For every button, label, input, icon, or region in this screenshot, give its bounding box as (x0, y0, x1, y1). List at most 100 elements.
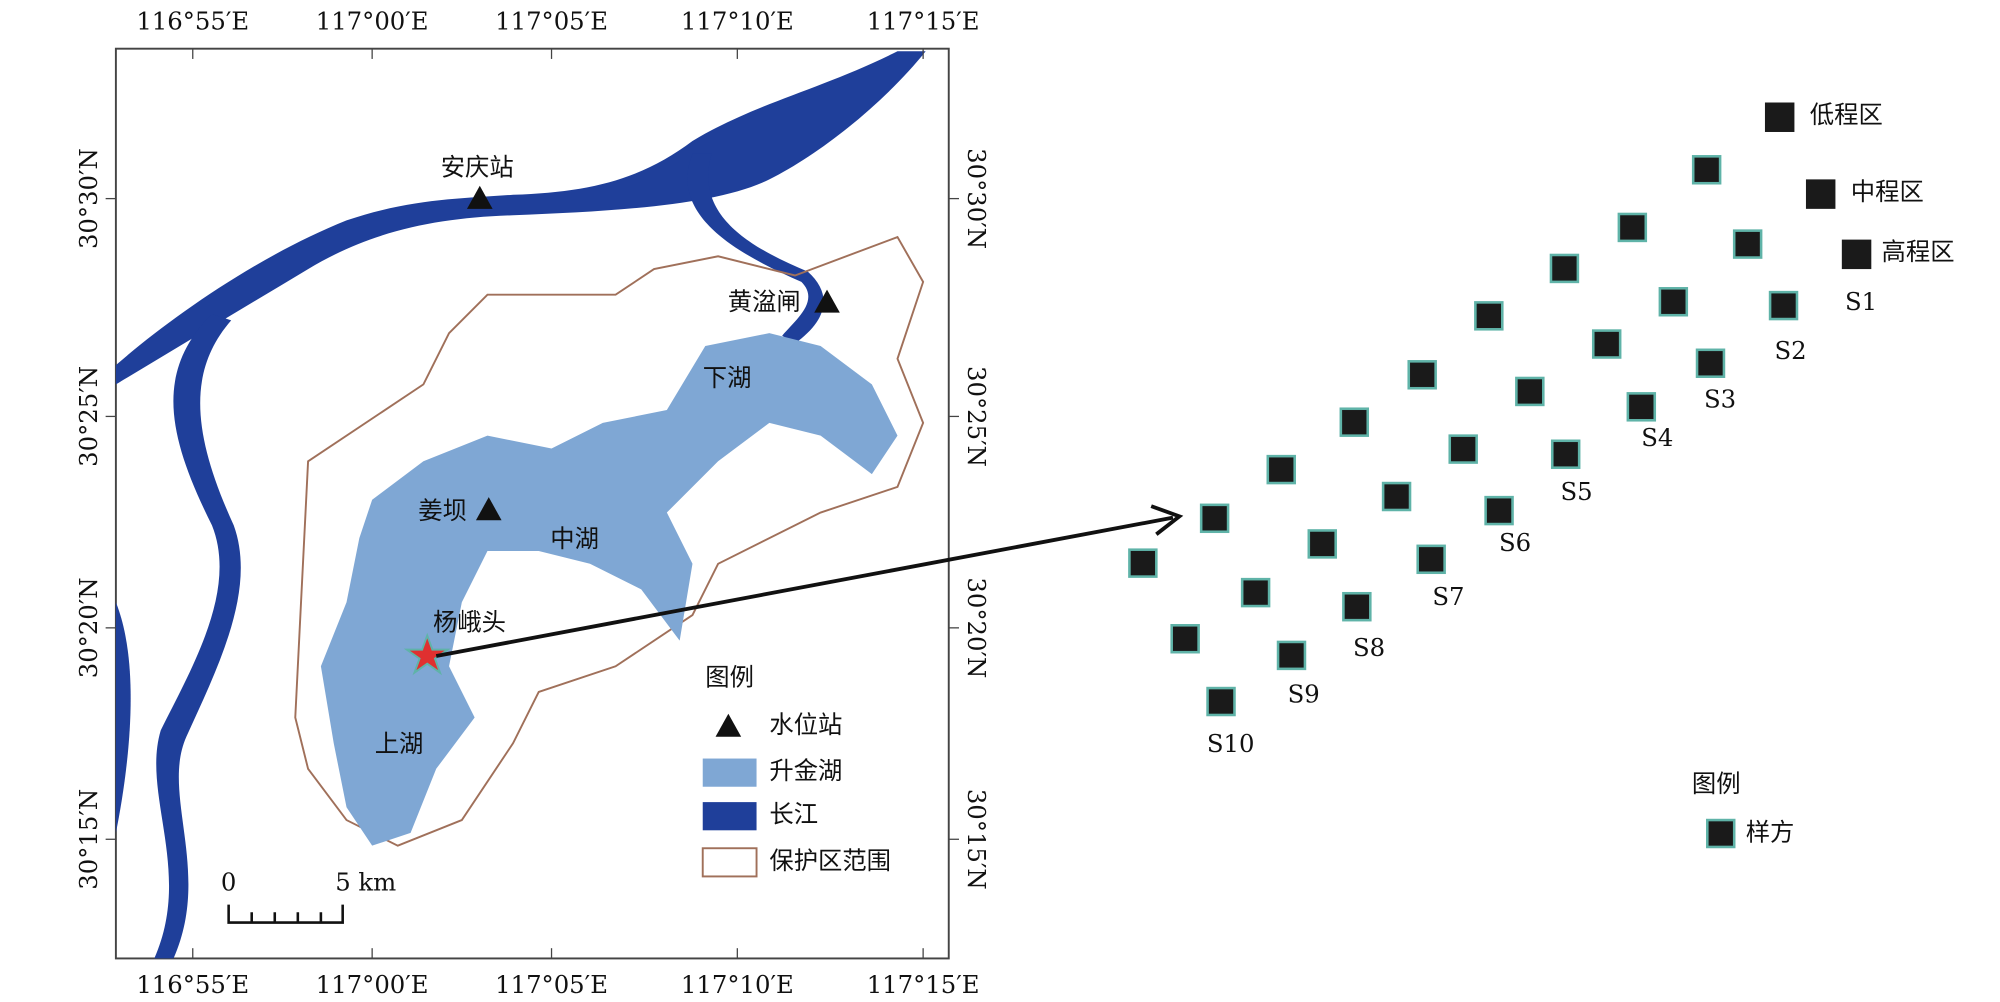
sample-label: S4 (1641, 423, 1673, 452)
lat-label: 30°15′N (74, 789, 103, 890)
lon-label: 117°05′E (495, 7, 608, 36)
sample-plot (1276, 640, 1307, 671)
sample-label: S9 (1288, 679, 1320, 708)
legend-label: 水位站 (769, 710, 842, 739)
place-label: 中湖 (550, 524, 599, 553)
sample-label: S2 (1775, 336, 1807, 365)
map: 安庆站 黄湓闸 下湖 姜坝 中湖 杨峨头 上湖 图例 水位站 升金湖 长江 保护… (114, 47, 950, 960)
sample-plot (1732, 229, 1763, 259)
sample-plot (1206, 686, 1236, 717)
lon-label: 117°05′E (495, 970, 608, 999)
sample-plot (1448, 434, 1478, 464)
sample-label: S8 (1353, 633, 1385, 662)
sample-label: S3 (1704, 385, 1736, 414)
legend-label: 样方 (1746, 818, 1795, 847)
sample-plot (1416, 544, 1446, 575)
sample-label: S6 (1499, 528, 1531, 557)
sample-plot (1474, 301, 1504, 331)
sample-plot (1170, 624, 1200, 654)
sample-plot (1515, 376, 1545, 407)
river-channel (115, 602, 131, 833)
yangtze-river (115, 51, 926, 385)
legend-right: 图例 样方 (1692, 769, 1795, 849)
sample-plot (1695, 348, 1726, 378)
place-label: 黄湓闸 (728, 287, 801, 316)
legend-title: 图例 (1692, 769, 1741, 798)
legend-symbol (1706, 818, 1736, 849)
place-label: 安庆站 (441, 153, 514, 182)
lat-label: 30°30′N (962, 148, 991, 249)
site-star (403, 632, 451, 676)
lon-label: 117°15′E (867, 7, 980, 36)
scale-bar (227, 904, 344, 924)
lat-label: 30°20′N (962, 577, 991, 678)
sample-plot (1626, 392, 1657, 422)
legend-symbol (702, 758, 757, 787)
lat-label: 30°25′N (962, 366, 991, 467)
legend-left: 图例 水位站 升金湖 长江 保护区范围 (701, 663, 891, 878)
sample-label: S10 (1207, 729, 1255, 758)
place-labels: 安庆站 黄湓闸 下湖 姜坝 中湖 杨峨头 上湖 (375, 153, 801, 759)
sample-plot (1381, 481, 1412, 512)
elevation-legend: 低程区 中程区 高程区 (1764, 100, 1955, 270)
sample-plot (1691, 155, 1722, 185)
legend-label: 保护区范围 (769, 846, 891, 875)
sample-plot (1407, 360, 1437, 390)
river-channel (687, 153, 824, 344)
place-label: 杨峨头 (433, 608, 506, 637)
sample-plot (1266, 454, 1296, 485)
lat-label: 30°15′N (962, 789, 991, 890)
legend-symbol (1841, 239, 1872, 270)
legend-symbol (702, 802, 757, 831)
legend-symbol (715, 713, 742, 737)
station-marker (466, 185, 493, 209)
legend-symbol (701, 847, 758, 878)
sample-label: S1 (1845, 287, 1877, 316)
legend-label: 高程区 (1882, 237, 1955, 266)
stations (466, 185, 840, 521)
sample-plot (1342, 591, 1372, 622)
sample-plot (1550, 439, 1581, 469)
river-channel (154, 313, 241, 959)
station-marker (475, 497, 502, 521)
lat-label: 30°25′N (74, 366, 103, 467)
scale-label: 5 km (335, 868, 396, 897)
lon-label: 117°15′E (867, 970, 980, 999)
sample-plot (1591, 329, 1622, 359)
legend-symbol (1805, 179, 1836, 209)
scale-bar-line (227, 904, 344, 924)
lon-label: 117°00′E (316, 970, 429, 999)
lon-label: 117°10′E (681, 970, 794, 999)
sample-plot (1307, 529, 1337, 559)
sample-plot (1240, 577, 1271, 608)
lat-label: 30°30′N (74, 148, 103, 249)
sample-plot (1199, 503, 1230, 534)
sample-plot (1768, 290, 1799, 321)
lat-label: 30°20′N (74, 577, 103, 678)
legend-symbol (1764, 102, 1795, 132)
sample-plot (1549, 253, 1580, 284)
legend-label: 低程区 (1810, 100, 1883, 129)
sample-plot (1339, 407, 1370, 437)
place-label: 上湖 (375, 729, 424, 758)
lon-label: 116°55′E (136, 970, 249, 999)
shengjin-lake (320, 333, 898, 846)
legend-label: 长江 (769, 800, 818, 829)
legend-title: 图例 (705, 663, 754, 692)
legend-label: 升金湖 (769, 756, 842, 785)
sample-plots: S1 S2 S3 S4 S5 S6 S7 S8 S9 S10 (1128, 155, 1877, 758)
sample-label: S5 (1561, 477, 1593, 506)
reserve-boundary (294, 235, 925, 847)
arrow (435, 515, 1174, 658)
lon-label: 116°55′E (136, 7, 249, 36)
sample-plot (1128, 548, 1158, 578)
lon-label: 117°00′E (316, 7, 429, 36)
sample-plot (1484, 495, 1514, 526)
place-label: 下湖 (703, 363, 752, 392)
place-label: 姜坝 (418, 496, 467, 525)
lon-label: 117°10′E (681, 7, 794, 36)
sample-plot (1658, 287, 1689, 317)
legend-label: 中程区 (1851, 177, 1924, 206)
